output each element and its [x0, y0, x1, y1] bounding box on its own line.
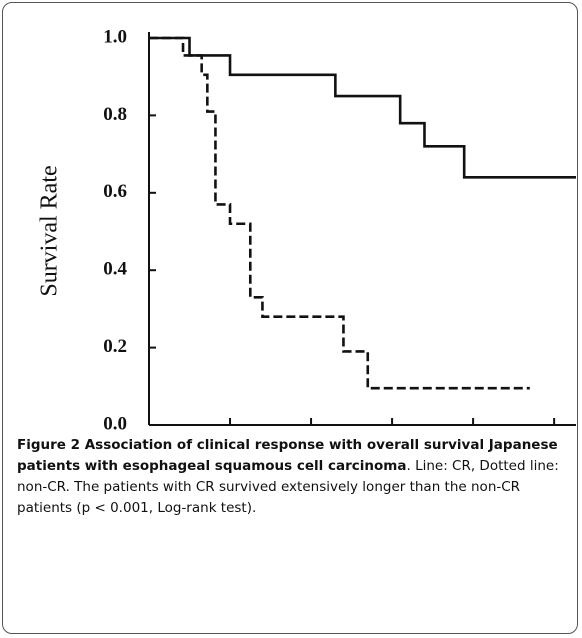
caption: Figure 2 Association of clinical respons…: [17, 437, 559, 516]
y-tick-label: 0.4: [103, 259, 127, 280]
caption-title: Figure 2 Association of clinical respons…: [17, 437, 558, 474]
survival-curve: [149, 36, 576, 179]
y-tick-label: 1.0: [103, 26, 127, 47]
y-tick-label: 0.6: [103, 181, 127, 202]
chart: Survival Rate 0.00.20.40.60.81.001020304…: [37, 26, 576, 433]
y-axis-label: Survival Rate: [37, 165, 63, 296]
y-tick-label: 0.0: [103, 413, 127, 433]
caption-text: Line: CR, Dotted line: non-CR. The patie…: [17, 458, 559, 516]
y-tick-label: 0.8: [103, 104, 127, 125]
survival-curve: [149, 36, 530, 390]
y-tick-label: 0.2: [103, 336, 127, 357]
